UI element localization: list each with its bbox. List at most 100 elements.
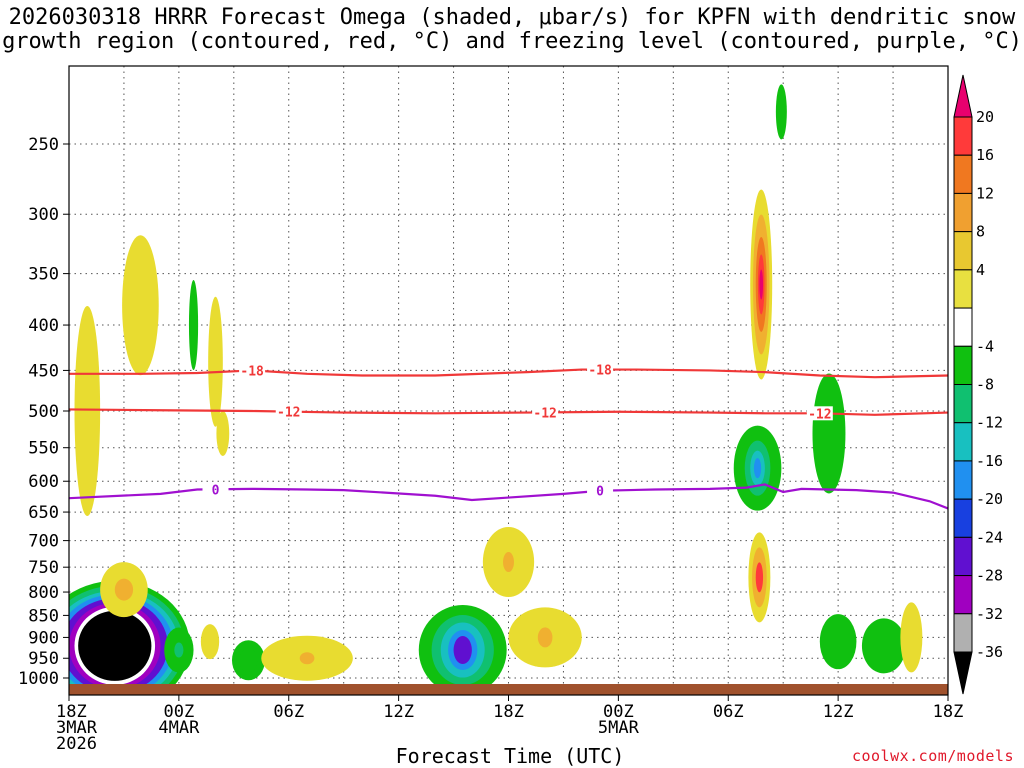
- x-tick-label: 3MAR: [56, 718, 98, 738]
- omega-region: [900, 602, 923, 673]
- y-tick-label: 450: [28, 361, 59, 381]
- x-tick-label: 18Z: [493, 702, 524, 722]
- colorbar-box: [953, 460, 973, 500]
- omega-level-4: [216, 410, 230, 456]
- colorbar-box: [953, 384, 973, 424]
- y-tick-label: 550: [28, 439, 59, 459]
- colorbar-label: -8: [976, 376, 994, 394]
- contour-label-bg: [275, 404, 302, 419]
- title-line-2: growth region (contoured, red, °C) and f…: [2, 29, 1022, 54]
- omega-level-4: [900, 602, 923, 673]
- colorbar-box: [953, 422, 973, 462]
- dgz-minus-18-line: [69, 368, 948, 379]
- omega-region: [200, 624, 220, 660]
- colorbar-label: -36: [976, 643, 1003, 661]
- omega-level-4: [200, 624, 220, 660]
- omega-region: [122, 235, 159, 376]
- omega-region: [418, 605, 507, 695]
- colorbar-label: 16: [976, 146, 994, 164]
- omega-region: [100, 562, 148, 618]
- colorbar-box: [953, 192, 973, 233]
- omega-level--8: [239, 648, 258, 673]
- colorbar-box: [953, 154, 973, 194]
- y-tick-label: 850: [28, 606, 59, 626]
- y-tick-label: 500: [28, 402, 59, 422]
- contour-label-bg: [587, 483, 614, 498]
- y-tick-label: 300: [28, 205, 59, 225]
- omega-level--4: [188, 280, 199, 371]
- omega-region: [188, 280, 199, 371]
- omega-region: [208, 296, 223, 427]
- colorbar-box: [953, 498, 973, 538]
- colorbar-label: -24: [976, 528, 1003, 546]
- y-tick-label: 400: [28, 316, 59, 336]
- x-axis-label: Forecast Time (UTC): [395, 744, 625, 768]
- dgz-minus-12-label: -12: [533, 406, 556, 421]
- omega-region: [812, 373, 846, 494]
- omega-region: [261, 635, 353, 681]
- colorbar-box: [953, 613, 973, 653]
- x-tick-label: 00Z: [603, 702, 634, 722]
- x-tick-label: 06Z: [273, 702, 304, 722]
- omega-region: [508, 607, 582, 668]
- omega-level--36: [78, 610, 152, 681]
- colorbar-label: -32: [976, 605, 1003, 623]
- terrain-surface: [69, 684, 948, 695]
- colorbar-box: [953, 231, 973, 271]
- omega-level--24: [453, 636, 472, 665]
- x-tick-label: 00Z: [164, 702, 195, 722]
- omega-level-16: [755, 562, 764, 593]
- omega-region: [733, 425, 782, 511]
- contour-label-bg: [806, 406, 833, 421]
- y-tick-label: 350: [28, 265, 59, 285]
- omega-region: [482, 527, 535, 598]
- credit-link[interactable]: coolwx.com/models: [851, 747, 1014, 765]
- freezing-level-label: 0: [596, 485, 604, 500]
- colorbar-label: -20: [976, 490, 1003, 508]
- dgz-minus-18-label: -18: [588, 364, 612, 379]
- contour-label-bg: [587, 362, 614, 377]
- colorbar-bottom-arrow: [953, 651, 973, 695]
- omega-level-4: [74, 306, 101, 516]
- colorbar-label: -28: [976, 567, 1003, 585]
- omega-level--12: [174, 642, 184, 658]
- title-line-1: 2026030318 HRRR Forecast Omega (shaded, …: [8, 5, 1016, 30]
- colorbar-box: [953, 536, 973, 577]
- x-tick-label: 06Z: [713, 702, 744, 722]
- y-tick-label: 800: [28, 583, 59, 603]
- omega-level-8: [537, 627, 553, 648]
- omega-level-4: [122, 235, 159, 376]
- colorbar-box: [953, 575, 973, 615]
- y-tick-label: 1000: [18, 669, 59, 689]
- omega-level-20: [759, 269, 764, 300]
- y-tick-label: 600: [28, 472, 59, 492]
- y-tick-label: 950: [28, 649, 59, 669]
- y-tick-label: 900: [28, 628, 59, 648]
- omega-level--4: [861, 618, 906, 674]
- x-tick-label: 12Z: [383, 702, 414, 722]
- colorbar-box: [953, 307, 973, 347]
- omega-level--8: [828, 626, 848, 657]
- omega-level-8: [299, 652, 315, 665]
- colorbar-box: [953, 269, 973, 309]
- omega-region: [164, 627, 194, 673]
- y-tick-label: 700: [28, 532, 59, 552]
- colorbar-box: [953, 345, 973, 385]
- omega-region: [861, 618, 906, 674]
- colorbar-label: -4: [976, 337, 994, 355]
- omega-level--4: [775, 84, 787, 140]
- colorbar-label: 8: [976, 223, 985, 241]
- x-tick-label: 4MAR: [158, 718, 200, 738]
- omega-region: [750, 189, 773, 380]
- colorbar-label: -16: [976, 452, 1003, 470]
- omega-region: [231, 640, 265, 681]
- dgz-minus-12-label: -12: [277, 406, 300, 421]
- x-tick-label: 18Z: [933, 702, 964, 722]
- freezing-level-label: 0: [212, 483, 220, 498]
- y-tick-label: 650: [28, 503, 59, 523]
- x-tick-label: 12Z: [823, 702, 854, 722]
- contour-label-bg: [239, 363, 266, 378]
- contour-label-bg: [532, 405, 559, 420]
- omega-region: [819, 614, 857, 670]
